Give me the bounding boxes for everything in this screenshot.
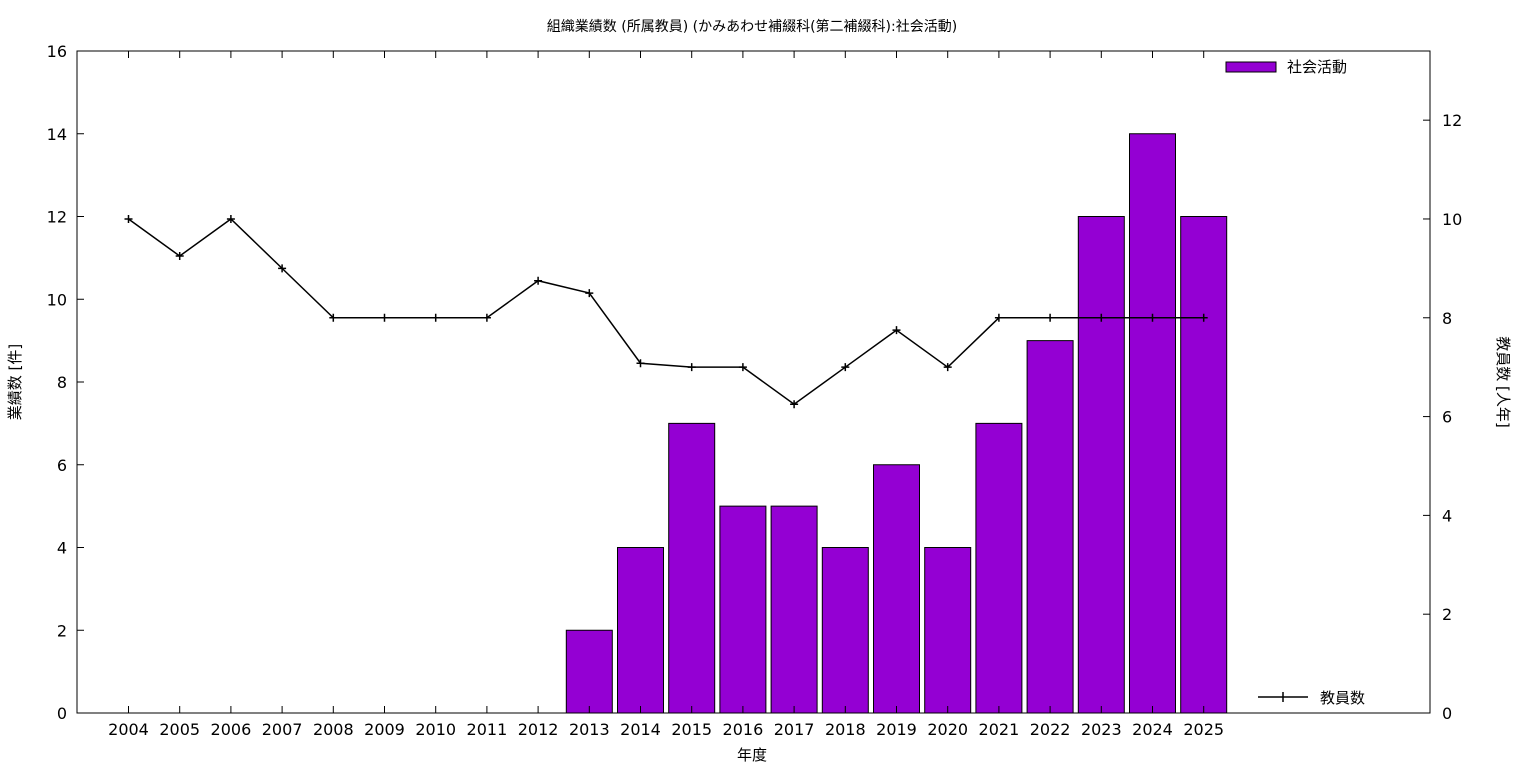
line-path: [128, 217, 1204, 406]
bar-2014: [617, 547, 664, 714]
line-point-2019: [892, 326, 901, 335]
x-tick-label: 2007: [262, 720, 303, 739]
x-tick-label: 2008: [313, 720, 354, 739]
x-tick-label: 2017: [774, 720, 815, 739]
bar-2017: [770, 505, 818, 714]
x-axis: 2004 2005 2006 2007 2008 2009 2010 2011 2012 2013…: [108, 51, 1224, 739]
x-tick-label: 2010: [415, 720, 456, 739]
line-point-2011: [482, 313, 491, 322]
y-axis-label: 業績数 [件]: [6, 344, 24, 420]
y2-tick-label: 4: [1442, 506, 1452, 525]
y-tick-label: 12: [47, 208, 67, 227]
y2-tick-label: 8: [1442, 309, 1452, 328]
y-tick-label: 10: [47, 290, 67, 309]
line-point-2018: [841, 363, 850, 372]
legend-line: 教員数: [1258, 689, 1365, 707]
bar-2023: [1077, 216, 1125, 714]
x-tick-label: 2022: [1030, 720, 1071, 739]
line-point-2025: [1199, 313, 1208, 322]
bar-2025: [1180, 216, 1228, 714]
x-tick-label: 2004: [108, 720, 149, 739]
y-tick-label: 2: [57, 621, 67, 640]
bar-2013: [565, 629, 613, 714]
x-tick-label: 2011: [467, 720, 508, 739]
y2-tick-label: 10: [1442, 210, 1462, 229]
x-axis-label: 年度: [737, 746, 767, 764]
x-tick-label: 2015: [671, 720, 712, 739]
line-point-2017: [790, 400, 799, 409]
bar-2020: [924, 547, 972, 714]
line-point-2024: [1148, 313, 1157, 322]
line-point-2022: [1046, 313, 1055, 322]
bar-2018: [821, 547, 869, 714]
line-point-2016: [738, 363, 747, 372]
y2-tick-label: 6: [1442, 408, 1452, 427]
legend-bars: 社会活動: [1225, 58, 1347, 76]
y2-tick-label: 12: [1442, 111, 1462, 130]
line-point-2005: [175, 252, 184, 261]
x-tick-label: 2013: [569, 720, 610, 739]
chart-title: 組織業績数 (所属教員) (かみあわせ補綴科(第二補綴科):社会活動): [547, 18, 957, 35]
y-tick-label: 14: [47, 125, 67, 144]
line-point-2023: [1097, 313, 1106, 322]
x-tick-label: 2012: [518, 720, 559, 739]
bar-2024: [1129, 133, 1176, 714]
x-tick-label: 2020: [927, 720, 968, 739]
line-point-2013: [585, 289, 594, 298]
y-tick-label: 16: [47, 42, 67, 61]
y-tick-label: 6: [57, 456, 67, 475]
x-tick-label: 2006: [211, 720, 252, 739]
line-point-2008: [329, 313, 338, 322]
legend-bar-label: 社会活動: [1287, 58, 1347, 76]
x-tick-label: 2024: [1132, 720, 1173, 739]
y-tick-label: 4: [57, 539, 67, 558]
y-axis-left: 0 2 4 6 8 10 12 14 16: [47, 42, 84, 723]
bar-2016: [719, 505, 767, 714]
y2-tick-label: 0: [1442, 704, 1452, 723]
line-point-2006: [226, 214, 235, 223]
bar-2015: [668, 422, 716, 714]
bar-2019: [873, 464, 920, 714]
y-tick-label: 0: [57, 704, 67, 723]
line-point-2004: [124, 214, 133, 223]
y2-axis-label: 教員数 [人年]: [1494, 336, 1512, 427]
line-point-2012: [534, 276, 543, 285]
x-tick-label: 2021: [979, 720, 1020, 739]
bar-2022: [1026, 340, 1074, 714]
x-tick-label: 2023: [1081, 720, 1122, 739]
x-tick-label: 2018: [825, 720, 866, 739]
y-tick-label: 8: [57, 373, 67, 392]
legend-bar-swatch: [1225, 61, 1277, 73]
bar-2021: [975, 422, 1023, 714]
x-tick-label: 2009: [364, 720, 405, 739]
line-point-2007: [278, 264, 287, 273]
y2-tick-label: 2: [1442, 605, 1452, 624]
y-axis-right: 0 2 4 6 8 10 12: [1423, 111, 1462, 723]
legend-line-label: 教員数: [1320, 689, 1365, 707]
bar-series: [565, 133, 1228, 714]
x-tick-label: 2014: [620, 720, 661, 739]
x-tick-label: 2025: [1183, 720, 1224, 739]
x-tick-label: 2019: [876, 720, 917, 739]
line-point-2014: [636, 359, 645, 368]
line-point-2009: [380, 313, 389, 322]
line-point-2021: [994, 313, 1003, 322]
line-point-2015: [687, 363, 696, 372]
line-series: [124, 214, 1208, 409]
line-point-2010: [431, 313, 440, 322]
x-tick-label: 2005: [159, 720, 200, 739]
line-point-2020: [943, 363, 952, 372]
x-tick-label: 2016: [723, 720, 764, 739]
